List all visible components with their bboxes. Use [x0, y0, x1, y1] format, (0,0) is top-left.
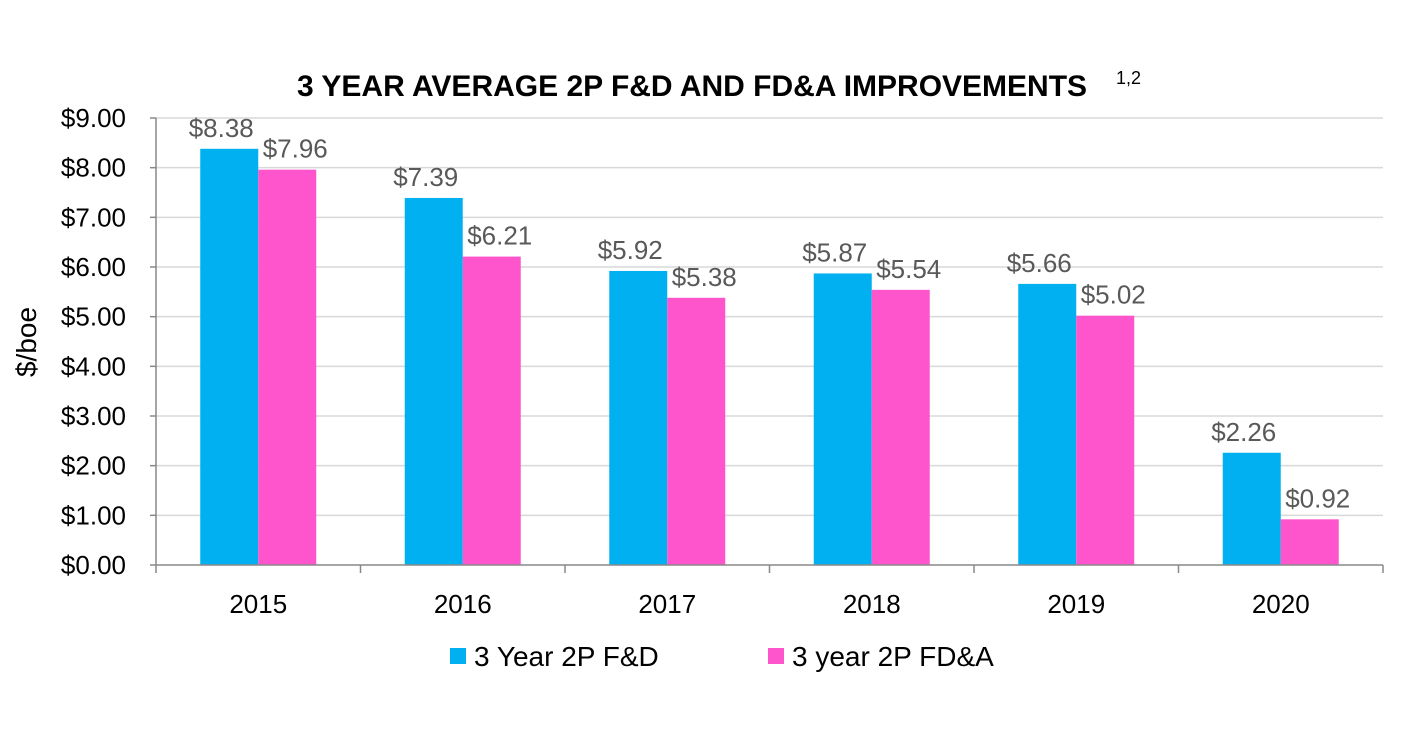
- y-tick-label: $0.00: [61, 550, 126, 580]
- x-axis-ticks: 2015 2016 2017 2018 2019 2020: [229, 589, 1309, 619]
- bar: [258, 169, 317, 566]
- bar: [1222, 452, 1281, 565]
- data-label: $7.39: [393, 162, 458, 192]
- data-label: $5.66: [1007, 248, 1072, 278]
- y-tick-label: $6.00: [61, 252, 126, 282]
- data-labels: $8.38 $7.96 $7.39 $6.21 $5.92 $5.38 $5.87 $5.54…: [189, 113, 1351, 514]
- legend-label: 3 year 2P FD&A: [792, 641, 994, 672]
- data-label: $5.92: [598, 235, 663, 265]
- y-tick-label: $1.00: [61, 500, 126, 530]
- y-tick-label: $2.00: [61, 451, 126, 481]
- legend: 3 Year 2P F&D 3 year 2P FD&A: [450, 641, 994, 672]
- legend-label: 3 Year 2P F&D: [474, 641, 659, 672]
- x-tick-label: 2015: [229, 589, 287, 619]
- bar: [1018, 283, 1077, 565]
- y-tick-label: $7.00: [61, 202, 126, 232]
- y-tick-label: $9.00: [61, 103, 126, 133]
- bar: [1076, 315, 1135, 565]
- data-label: $5.54: [876, 254, 941, 284]
- data-label: $8.38: [189, 113, 254, 143]
- bar: [609, 270, 668, 565]
- bar: [871, 289, 930, 565]
- data-label: $7.96: [263, 134, 328, 164]
- y-axis-ticks: $0.00 $1.00 $2.00 $3.00 $4.00 $5.00 $6.00 $7.00…: [61, 103, 156, 580]
- x-axis: [155, 118, 1384, 573]
- y-tick-label: $3.00: [61, 401, 126, 431]
- y-tick-label: $8.00: [61, 153, 126, 183]
- chart-title-superscript: 1,2: [1116, 68, 1141, 88]
- data-label: $5.02: [1081, 280, 1146, 310]
- y-tick-label: $4.00: [61, 351, 126, 381]
- data-label: $6.21: [467, 221, 532, 251]
- x-tick-label: 2017: [638, 589, 696, 619]
- data-label: $5.87: [802, 237, 867, 267]
- chart-title: 3 YEAR AVERAGE 2P F&D AND FD&A IMPROVEME…: [297, 70, 1087, 103]
- x-tick-label: 2016: [434, 589, 492, 619]
- data-label: $0.92: [1285, 483, 1350, 513]
- bar: [667, 297, 726, 565]
- legend-swatch: [450, 648, 466, 664]
- x-tick-label: 2020: [1252, 589, 1310, 619]
- data-label: $5.38: [672, 262, 737, 292]
- y-axis-label: $/boe: [11, 307, 42, 377]
- bars: [200, 148, 1339, 566]
- gridlines: [156, 117, 1383, 517]
- x-tick-label: 2019: [1047, 589, 1105, 619]
- bar: [200, 148, 259, 565]
- x-tick-label: 2018: [843, 589, 901, 619]
- bar: [1280, 519, 1339, 565]
- data-label: $2.26: [1211, 417, 1276, 447]
- bar: [462, 256, 521, 565]
- bar: [813, 273, 872, 565]
- legend-swatch: [768, 648, 784, 664]
- y-tick-label: $5.00: [61, 302, 126, 332]
- bar: [404, 197, 463, 566]
